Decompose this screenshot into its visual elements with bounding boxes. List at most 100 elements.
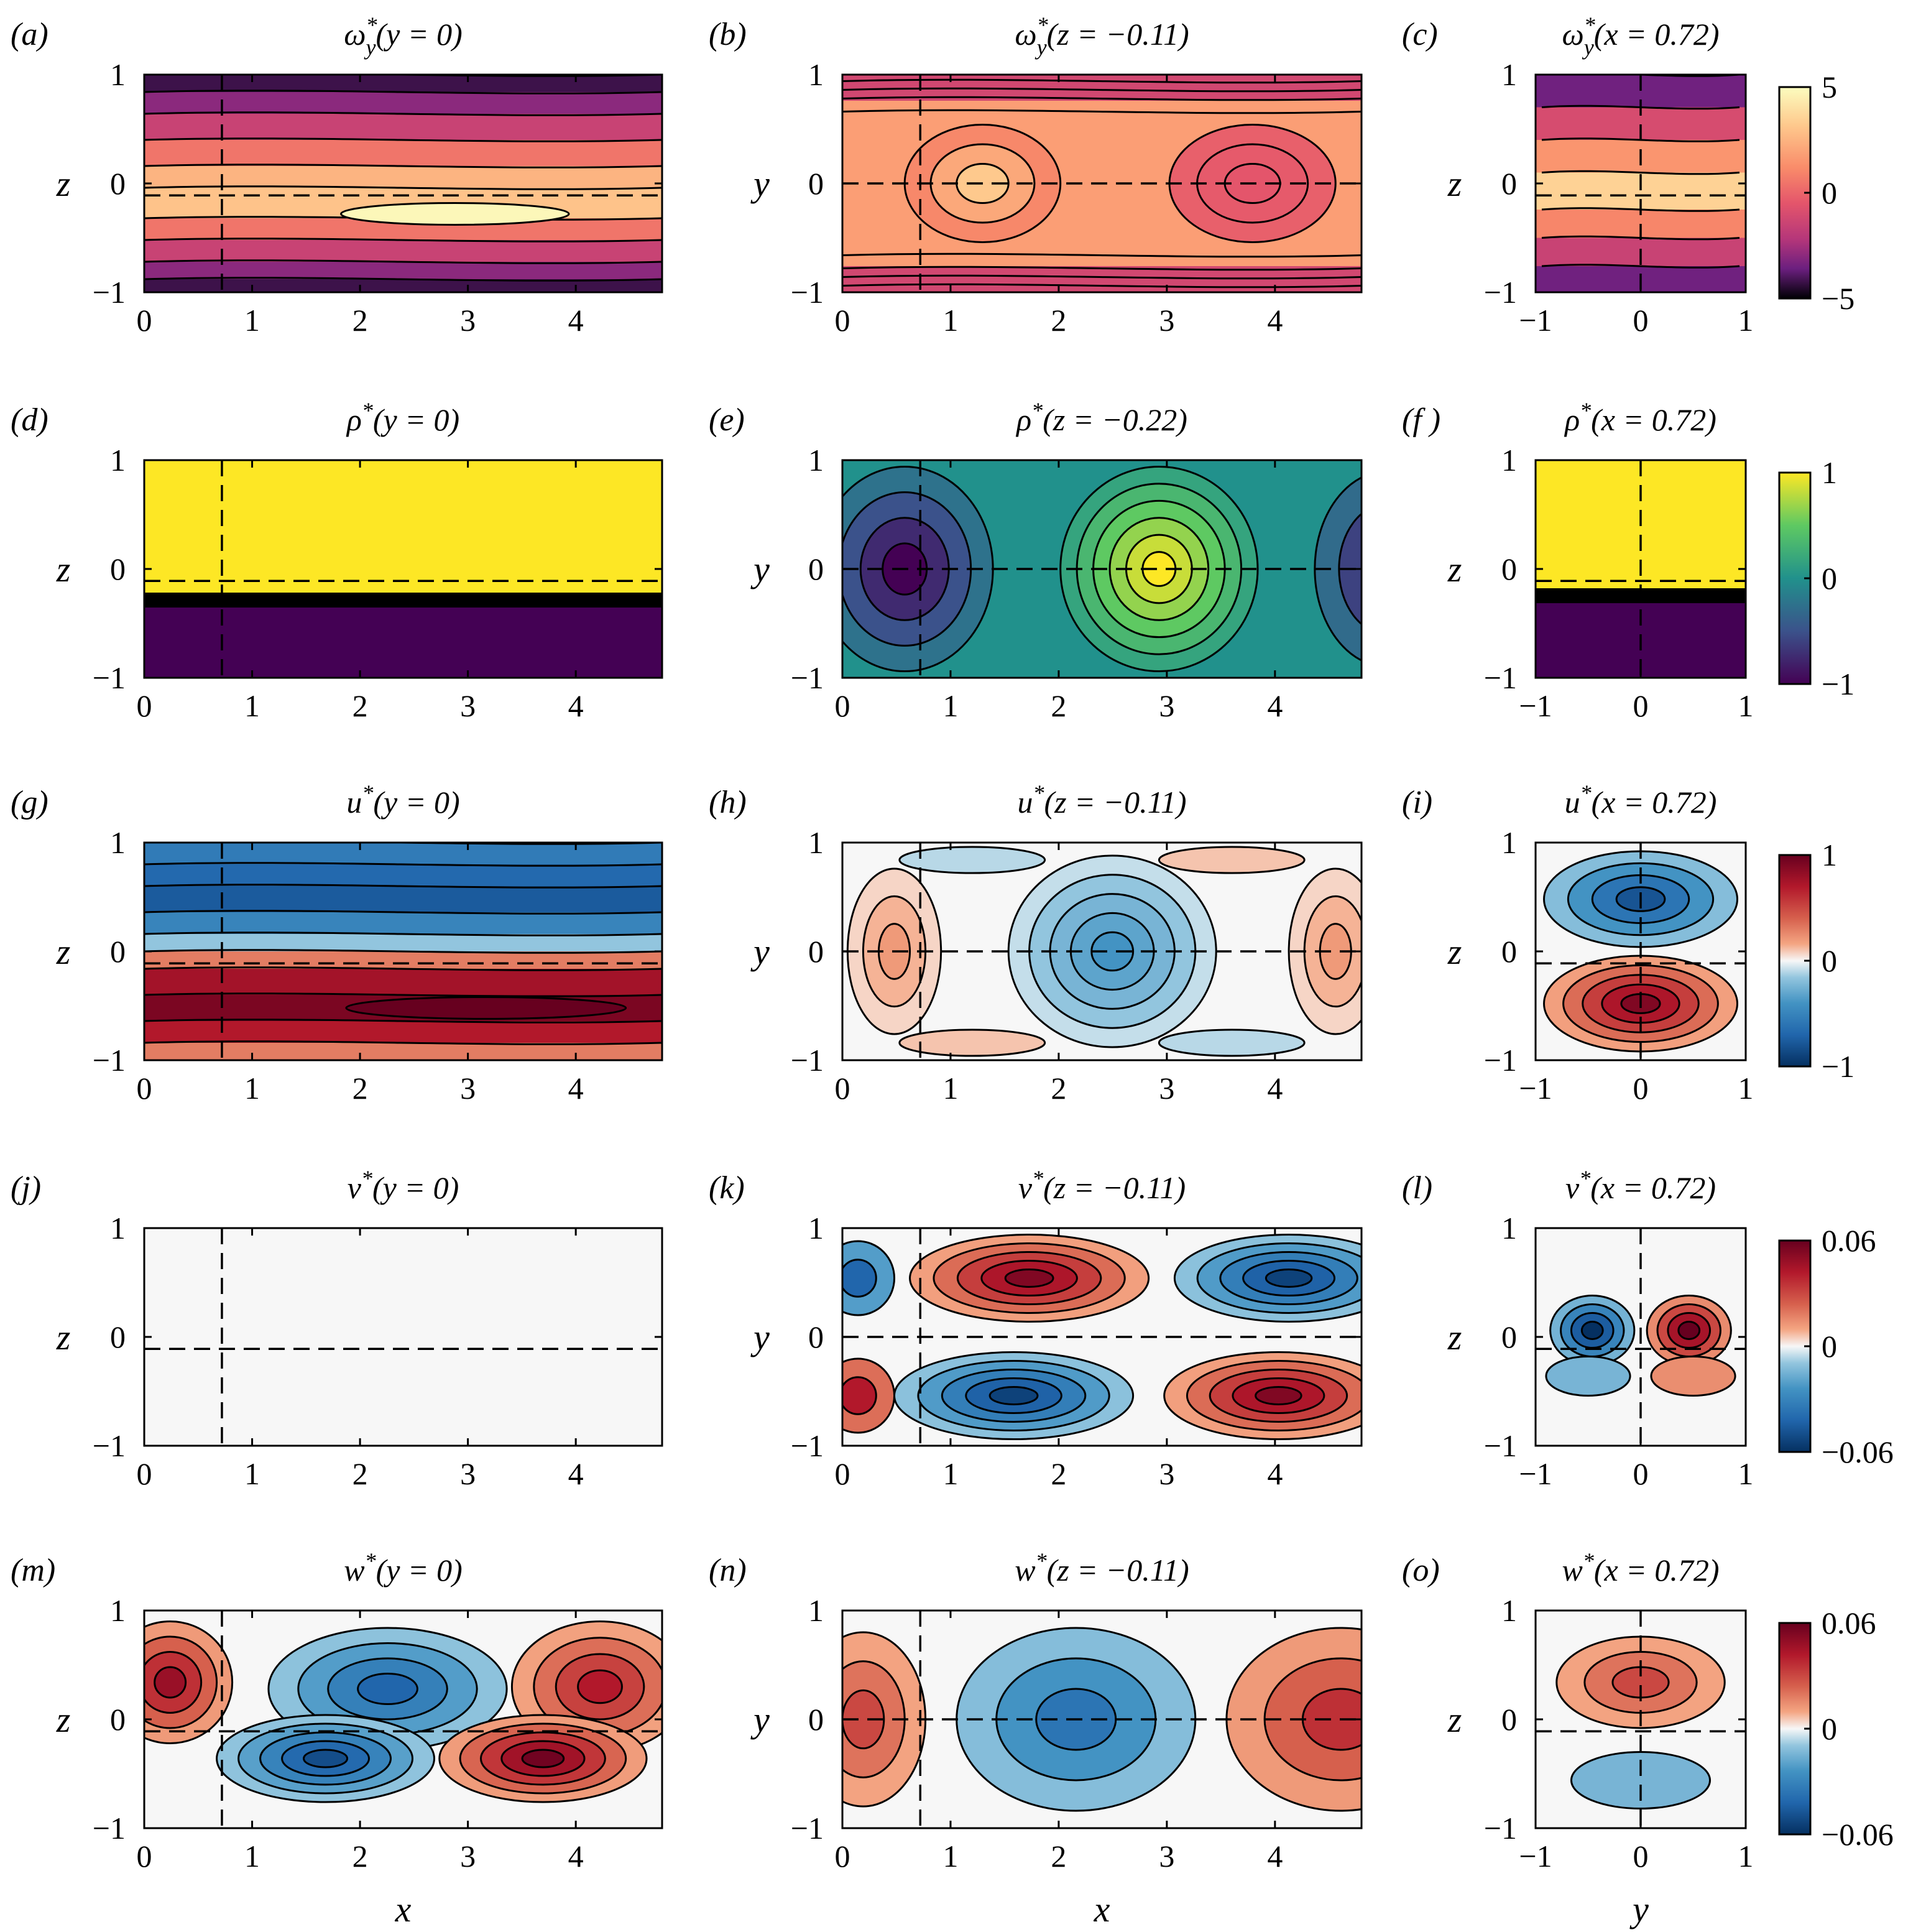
contour-line: [144, 910, 662, 915]
field-edge: [1158, 1028, 1306, 1057]
x-tick-label: 2: [1051, 1839, 1066, 1874]
panel-label: (k): [709, 1170, 745, 1206]
field-band: [144, 1021, 662, 1043]
contour-level: [1255, 1386, 1302, 1405]
x-tick-label: 4: [568, 303, 584, 338]
contour-level: [898, 846, 1046, 874]
title-argument: (z = −0.11): [1043, 1170, 1186, 1205]
contour-level: [1158, 846, 1306, 874]
contour-line: [1541, 170, 1740, 175]
title-superscript: *: [1033, 780, 1044, 805]
title-variable: v: [348, 1170, 362, 1205]
field-max: [1646, 1295, 1732, 1366]
colorbar-tick-label: −1: [1822, 667, 1855, 701]
x-tick-label: 0: [835, 1456, 850, 1491]
title-argument: (z = −0.22): [1043, 402, 1187, 437]
x-tick-label: 4: [568, 1456, 584, 1491]
x-tick-label: 0: [1633, 1456, 1649, 1491]
x-tick-label: 3: [460, 1071, 476, 1106]
x-tick-label: 2: [1051, 1456, 1066, 1491]
contour-line: [144, 111, 662, 116]
title-superscript: *: [361, 1166, 372, 1191]
x-tick-label: 4: [568, 1839, 584, 1874]
x-tick-label: 3: [1159, 1839, 1174, 1874]
x-tick-label: 0: [835, 1071, 850, 1106]
colorbar-tick-label: 0: [1822, 561, 1837, 596]
title-superscript: *: [1583, 1548, 1594, 1573]
field-band: [144, 934, 662, 951]
field-band: [144, 166, 662, 188]
panel-e: 0 1 2 3 4 −1 0 1 y (e) ρ*(z = −0.22): [709, 398, 1363, 723]
x-axis-label: x: [1094, 1889, 1110, 1930]
field-min: [842, 1240, 895, 1316]
panel-title: u*(x = 0.72): [1565, 780, 1717, 820]
x-tick-label: 2: [1051, 303, 1066, 338]
x-tick-label: 1: [942, 1839, 958, 1874]
x-tick-label: 1: [1738, 1839, 1754, 1874]
panel-title: w*(x = 0.72): [1562, 1548, 1719, 1588]
colorbar-tick-label: 5: [1822, 70, 1837, 104]
y-tick-label: 0: [808, 166, 824, 201]
panel-label: (n): [709, 1553, 747, 1588]
panel-label: (c): [1402, 17, 1438, 52]
y-tick-label: 1: [808, 57, 824, 92]
y-axis-label: y: [750, 164, 770, 204]
x-tick-label: 0: [137, 1456, 152, 1491]
panel-k: 0 1 2 3 4 −1 0 1 y (k) v*(z = −0.11): [709, 1166, 1363, 1491]
contour-level: [1004, 1269, 1054, 1288]
field-max: [1314, 476, 1362, 662]
x-tick-label: 1: [942, 303, 958, 338]
panel-label: (d): [11, 402, 48, 438]
colorbar: 1 0 −1: [1778, 838, 1855, 1084]
panel-title: ρ*(z = −0.22): [1015, 398, 1187, 437]
panel-d: 0 1 2 3 4 −1 0 1 z (d) ρ*(y = 0): [11, 398, 663, 723]
field: [144, 460, 662, 678]
field-min: [340, 202, 570, 226]
title-subscript: y: [1582, 35, 1594, 60]
x-tick-label: 1: [1738, 303, 1754, 338]
field-band: [144, 951, 662, 969]
y-tick-label: −1: [93, 660, 126, 695]
title-variable: v: [1565, 1170, 1580, 1205]
panel-i: −1 0 1 −1 0 1 z (i) u*(x = 0.72): [1402, 780, 1754, 1106]
x-tick-label: 4: [1267, 1071, 1283, 1106]
contour-line: [144, 75, 662, 77]
contour-line: [144, 1040, 662, 1045]
contour-level: [842, 1689, 885, 1750]
y-tick-label: −1: [93, 275, 126, 310]
y-tick-label: 1: [110, 1211, 126, 1246]
field-band: [144, 864, 662, 886]
x-tick-label: 4: [1267, 303, 1283, 338]
field-max: [909, 1234, 1150, 1323]
title-superscript: *: [1580, 780, 1592, 805]
y-tick-label: 1: [110, 57, 126, 92]
y-tick-label: −1: [93, 1043, 126, 1078]
x-tick-label: 1: [1738, 1456, 1754, 1491]
title-superscript: *: [1037, 12, 1048, 37]
contour-level: [1677, 1321, 1701, 1340]
y-tick-label: 1: [808, 1593, 824, 1628]
x-tick-label: 3: [460, 688, 476, 723]
y-tick-label: −1: [791, 1043, 824, 1078]
x-tick-label: −1: [1519, 303, 1552, 338]
y-axis-label: y: [750, 1317, 770, 1357]
contour-line: [144, 185, 662, 190]
title-argument: (z = −0.11): [1047, 1553, 1189, 1588]
x-tick-label: 1: [942, 1071, 958, 1106]
panel-h: 0 1 2 3 4 −1 0 1 y (h) u*(z = −0.11): [709, 780, 1363, 1106]
x-tick-label: 3: [460, 1839, 476, 1874]
contour-line: [842, 96, 1362, 101]
y-tick-label: −1: [791, 275, 824, 310]
field-max: [842, 466, 994, 672]
x-tick-label: 0: [835, 303, 850, 338]
field-band: [144, 279, 662, 292]
colorbar: 5 0 −5: [1778, 70, 1855, 316]
panel-label: (h): [709, 785, 747, 820]
y-tick-label: 0: [110, 1702, 126, 1737]
x-tick-label: 1: [244, 688, 260, 723]
